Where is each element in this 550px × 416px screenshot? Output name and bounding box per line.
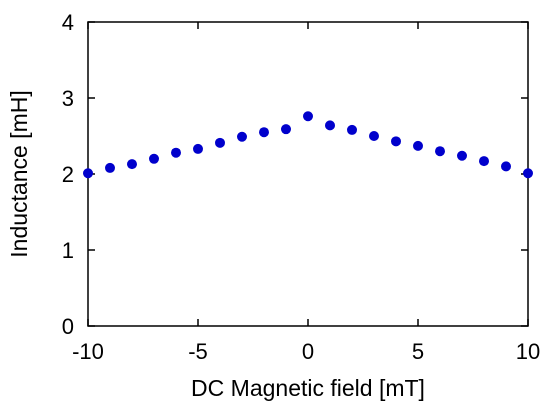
y-tick-label: 0 xyxy=(62,314,74,339)
data-point xyxy=(457,150,467,161)
data-point xyxy=(413,140,423,151)
x-tick-label: 0 xyxy=(302,339,314,364)
axis-ticks xyxy=(87,21,529,327)
data-point xyxy=(501,161,511,172)
y-tick-label: 1 xyxy=(62,238,74,263)
x-tick-label: -5 xyxy=(188,339,208,364)
data-point xyxy=(215,137,225,148)
data-point xyxy=(325,120,335,131)
data-point xyxy=(369,131,379,141)
x-axis-label: DC Magnetic field [mT] xyxy=(191,375,425,401)
y-axis-label: Inductance [mH] xyxy=(6,90,32,257)
data-point xyxy=(523,168,533,179)
data-point xyxy=(237,131,247,142)
data-point xyxy=(149,153,159,164)
data-point xyxy=(105,162,115,173)
data-point xyxy=(303,111,313,122)
data-points xyxy=(83,111,533,179)
data-point xyxy=(391,136,401,147)
data-point xyxy=(435,146,445,157)
data-point xyxy=(83,168,93,179)
data-point xyxy=(347,124,357,135)
x-tick-label: -10 xyxy=(72,339,104,364)
y-tick-label: 3 xyxy=(62,86,74,111)
y-tick-label: 4 xyxy=(62,10,74,35)
data-point xyxy=(259,127,269,138)
data-point xyxy=(193,143,203,154)
tick-labels: -10 -5 0 5 10 0 1 2 3 4 xyxy=(62,10,540,364)
y-tick-label: 2 xyxy=(62,162,74,187)
x-tick-label: 5 xyxy=(412,339,424,364)
data-point xyxy=(479,156,489,167)
data-point xyxy=(171,147,181,158)
plot-area-frame xyxy=(87,21,529,327)
data-point xyxy=(127,159,137,170)
data-point xyxy=(281,124,291,135)
x-tick-label: 10 xyxy=(516,339,540,364)
